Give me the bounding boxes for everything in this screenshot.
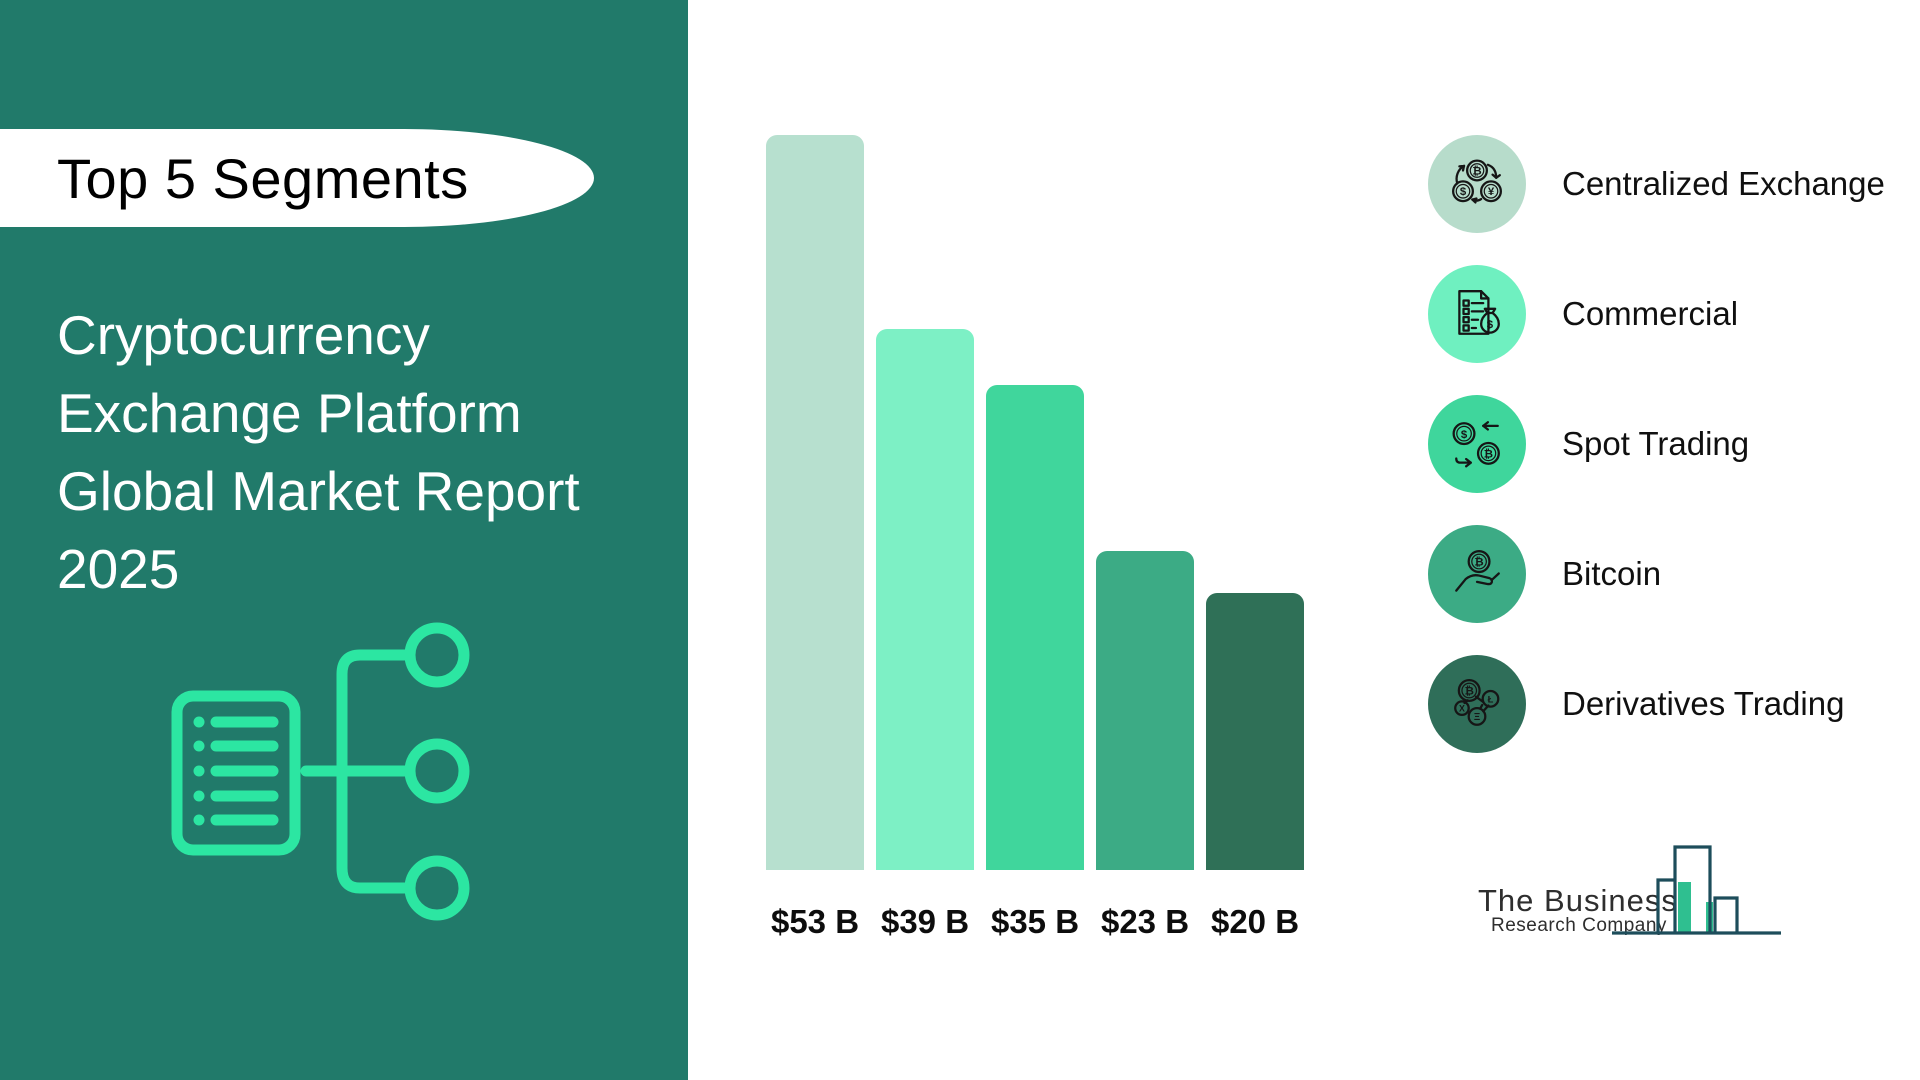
svg-text:₿: ₿	[1484, 448, 1493, 460]
legend-circle-3: $ ₿	[1428, 395, 1526, 493]
svg-text:₿: ₿	[1472, 165, 1481, 177]
bar-bitcoin	[1096, 551, 1194, 870]
currency-exchange-cycle-icon: ₿ $ ¥	[1452, 159, 1502, 204]
svg-text:$: $	[1461, 429, 1468, 441]
title-line-3: Global Market Report	[57, 460, 580, 522]
title-line-2: Exchange Platform	[57, 382, 522, 444]
sidebar: Top 5 Segments Cryptocurrency Exchange P…	[0, 0, 688, 1080]
legend-circle-4: ₿	[1428, 525, 1526, 623]
legend-item-derivatives-trading: ₿ Ł X Ξ Derivatives Trading	[1428, 655, 1844, 753]
svg-text:₿: ₿	[1474, 557, 1483, 569]
logo-bar-chart-mark	[1612, 845, 1781, 935]
legend-label: Spot Trading	[1562, 425, 1750, 462]
legend-label: Bitcoin	[1562, 555, 1662, 592]
crypto-coins-network-icon: ₿ Ł X Ξ	[1454, 679, 1500, 726]
badge-label: Top 5 Segments	[57, 146, 469, 210]
legend-item-centralized-exchange: ₿ $ ¥ Centralized Exchange	[1428, 135, 1885, 233]
document-moneybag-icon: $	[1458, 290, 1500, 335]
svg-text:Ξ: Ξ	[1474, 712, 1480, 723]
svg-text:$: $	[1487, 319, 1494, 331]
legend-item-commercial: $ Commercial	[1428, 265, 1738, 363]
bar-value-label-4: $23 B	[1100, 903, 1190, 940]
svg-text:₿: ₿	[1465, 686, 1474, 698]
title-line-4: 2025	[57, 538, 180, 600]
bar-centralized-exchange	[766, 135, 864, 870]
company-logo: The Business Research Company	[1478, 843, 1808, 943]
legend-label: Commercial	[1562, 295, 1739, 332]
legend-circle-2: $	[1428, 265, 1526, 363]
legend-item-bitcoin: ₿ Bitcoin	[1428, 525, 1661, 623]
bar-value-label-3: $35 B	[990, 903, 1080, 940]
logo-text-line2: Research Company	[1491, 915, 1667, 936]
top-segments-badge: Top 5 Segments	[0, 129, 594, 227]
svg-text:X: X	[1459, 704, 1465, 714]
dollar-bitcoin-swap-icon: $ ₿	[1452, 421, 1500, 468]
bar-chart	[766, 0, 1310, 870]
bar-commercial	[876, 329, 974, 870]
hand-bitcoin-icon: ₿	[1455, 550, 1500, 592]
bar-value-label-1: $53 B	[770, 903, 860, 940]
report-mindmap-icon	[171, 622, 470, 921]
legend-label: Derivatives Trading	[1562, 685, 1845, 722]
logo-text-line1: The Business	[1478, 883, 1678, 918]
bar-value-labels: $53 B $39 B $35 B $23 B $20 B	[766, 903, 1310, 943]
legend-circle-1: ₿ $ ¥	[1428, 135, 1526, 233]
svg-text:Ł: Ł	[1488, 694, 1494, 704]
legend-circle-5: ₿ Ł X Ξ	[1428, 655, 1526, 753]
bar-spot-trading	[986, 385, 1084, 870]
legend-item-spot-trading: $ ₿ Spot Trading	[1428, 395, 1749, 493]
title-line-1: Cryptocurrency	[57, 304, 430, 366]
legend-label: Centralized Exchange	[1562, 165, 1885, 202]
svg-text:¥: ¥	[1488, 186, 1495, 198]
svg-text:$: $	[1460, 186, 1467, 198]
bar-value-label-5: $20 B	[1210, 903, 1300, 940]
bar-derivatives-trading	[1206, 593, 1304, 870]
report-title: Cryptocurrency Exchange Platform Global …	[57, 296, 580, 608]
bar-value-label-2: $39 B	[880, 903, 970, 940]
